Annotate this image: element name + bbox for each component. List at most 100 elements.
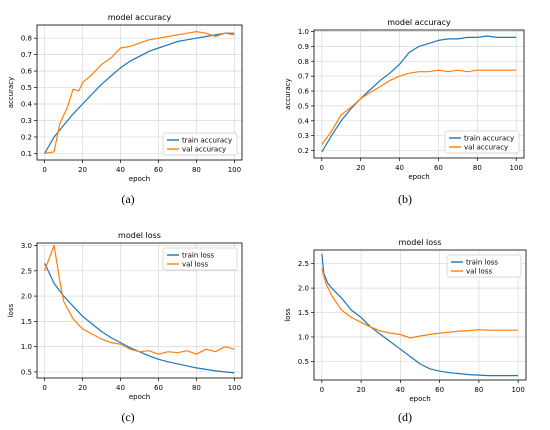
x-tick-label: 60 <box>435 386 444 394</box>
series-line-val <box>321 69 517 145</box>
series-line-train <box>321 35 517 153</box>
y-axis-label: accuracy <box>7 77 15 109</box>
legend-label: train loss <box>182 252 214 260</box>
chart-c: 0 20 40 60 80 100 0.5 1.0 1.5 2.0 2.5 3.0 model loss… <box>7 231 243 401</box>
y-tick-label: 0.2 <box>298 147 309 155</box>
y-tick-label: 0.5 <box>21 84 32 92</box>
x-tick-label: 40 <box>116 166 125 174</box>
x-tick-label: 100 <box>228 384 241 392</box>
y-tick-label: 0.6 <box>298 88 310 96</box>
x-tick-label: 20 <box>357 386 366 394</box>
caption-d: (d) <box>398 410 412 424</box>
legend-box <box>162 132 238 156</box>
legend-box <box>162 247 238 271</box>
legend-label: train loss <box>466 259 498 267</box>
caption-a: (a) <box>121 192 135 206</box>
x-tick-label: 100 <box>228 166 241 174</box>
caption-b: (b) <box>398 192 412 206</box>
y-tick-label: 0.7 <box>298 73 309 81</box>
y-tick-label: 0.3 <box>298 132 309 140</box>
x-tick-label: 60 <box>434 164 443 172</box>
x-axis-label: epoch <box>408 173 429 181</box>
chart-d: 0 20 40 60 80 100 0.5 1.0 1.5 2.0 2.5 model loss epo… <box>284 238 527 403</box>
y-axis-label: accuracy <box>284 78 292 110</box>
y-tick-label: 0.5 <box>298 358 309 366</box>
x-tick-label: 0 <box>42 384 46 392</box>
x-tick-label: 80 <box>192 166 201 174</box>
x-tick-label: 20 <box>356 164 365 172</box>
x-tick-label: 80 <box>473 164 482 172</box>
x-tick-label: 100 <box>510 164 523 172</box>
chart-title: model accuracy <box>108 13 172 22</box>
plot-frame <box>36 24 243 161</box>
chart-title: model accuracy <box>387 18 451 27</box>
x-axis-label: epoch <box>409 395 430 403</box>
y-tick-label: 1.0 <box>298 28 309 36</box>
y-tick-label: 0.9 <box>298 43 309 51</box>
x-tick-label: 80 <box>192 384 201 392</box>
x-tick-label: 0 <box>42 166 46 174</box>
x-axis-label: epoch <box>129 393 150 401</box>
y-tick-label: 0.5 <box>21 368 32 376</box>
x-tick-label: 20 <box>78 166 87 174</box>
chart-title: model loss <box>399 238 442 247</box>
legend-box <box>446 254 522 278</box>
x-tick-label: 100 <box>511 386 524 394</box>
y-tick-label: 0.4 <box>21 101 33 109</box>
x-tick-label: 80 <box>474 386 483 394</box>
series-line-val <box>44 244 235 355</box>
chart-a: 0 20 40 60 80 100 0.1 0.2 0.3 0.4 0.5 0.6 0.7 0.8 mode… <box>7 13 243 183</box>
y-tick-label: 2.5 <box>298 260 309 268</box>
x-tick-label: 60 <box>154 166 163 174</box>
y-tick-label: 2.5 <box>21 267 32 275</box>
y-tick-label: 2.0 <box>21 293 32 301</box>
chart-title: model loss <box>118 231 161 240</box>
series-line-train <box>44 32 235 154</box>
chart-b: 0 20 40 60 80 100 0.2 0.3 0.4 0.5 0.6 0.7 0.8 0.9 1.0 m… <box>284 18 525 181</box>
caption-c: (c) <box>121 410 135 424</box>
y-tick-label: 0.1 <box>21 150 32 158</box>
x-tick-label: 60 <box>154 384 163 392</box>
series-line-val <box>44 31 235 154</box>
legend-label: train accuracy <box>464 135 514 143</box>
x-tick-label: 40 <box>395 164 404 172</box>
plot-frame <box>313 29 525 159</box>
y-tick-label: 0.2 <box>21 133 32 141</box>
plot-frame <box>313 249 527 381</box>
y-tick-label: 0.8 <box>21 35 32 43</box>
x-tick-label: 20 <box>78 384 87 392</box>
y-tick-label: 3.0 <box>21 242 32 250</box>
legend-label: val loss <box>182 261 208 269</box>
y-tick-label: 1.5 <box>21 318 32 326</box>
x-axis-label: epoch <box>129 175 150 183</box>
y-axis-label: loss <box>7 303 15 317</box>
y-tick-label: 2.0 <box>298 285 309 293</box>
legend-label: val accuracy <box>182 146 226 154</box>
y-tick-label: 1.0 <box>21 343 32 351</box>
legend-label: train accuracy <box>182 137 232 145</box>
x-tick-label: 0 <box>320 386 324 394</box>
y-tick-label: 0.7 <box>21 51 32 59</box>
series-line-train <box>321 253 519 377</box>
y-tick-label: 0.3 <box>21 117 32 125</box>
y-tick-label: 1.0 <box>298 333 309 341</box>
y-tick-label: 0.4 <box>298 117 310 125</box>
x-tick-label: 0 <box>320 164 324 172</box>
x-tick-label: 40 <box>116 384 125 392</box>
series-line-val <box>321 268 519 339</box>
x-tick-label: 40 <box>396 386 405 394</box>
legend-box <box>444 130 520 154</box>
y-tick-label: 1.5 <box>298 309 309 317</box>
plot-frame <box>36 242 243 379</box>
legend-label: val loss <box>466 268 492 276</box>
legend-label: val accuracy <box>464 144 508 152</box>
y-axis-label: loss <box>284 308 292 322</box>
y-tick-label: 0.5 <box>298 102 309 110</box>
y-tick-label: 0.8 <box>298 58 309 66</box>
y-tick-label: 0.6 <box>21 68 33 76</box>
